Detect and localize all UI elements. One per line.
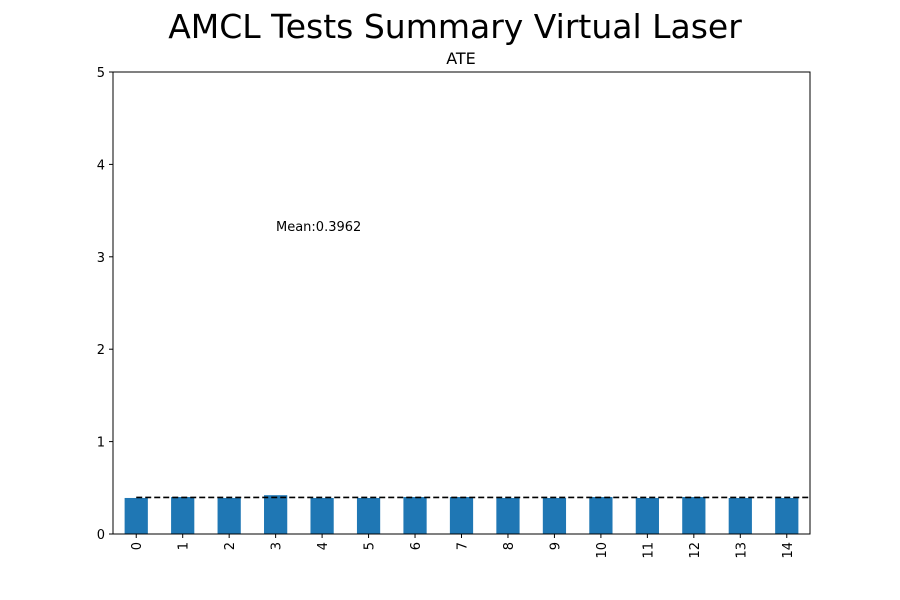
y-tick-label: 4 [97,158,105,173]
bar-14 [775,497,799,534]
x-tick-label: 4 [316,542,331,550]
x-tick-label: 0 [130,542,145,550]
x-tick-label: 14 [781,542,796,559]
bar-11 [635,497,659,534]
y-tick-label: 1 [97,436,105,451]
bar-1 [171,497,195,534]
x-tick-label: 12 [688,542,703,559]
mean-annotation: Mean:0.3962 [276,220,361,235]
x-tick-label: 3 [270,542,285,550]
x-tick-label: 5 [363,542,378,550]
x-tick-label: 2 [223,542,238,550]
x-tick-label: 10 [595,542,610,559]
bar-6 [403,497,427,534]
x-tick-label: 1 [177,542,192,550]
bar-4 [310,497,334,534]
bar-9 [542,497,567,534]
chart-suptitle: AMCL Tests Summary Virtual Laser [168,7,742,46]
y-tick-label: 3 [97,251,105,266]
bar-12 [682,497,706,534]
bar-7 [449,497,474,534]
x-tick-label: 9 [548,542,563,550]
x-tick-label: 6 [409,542,424,550]
plot-frame [112,71,811,535]
bar-5 [356,497,381,534]
x-tick-label: 7 [456,542,471,550]
bar-0 [124,497,148,534]
x-tick-label: 11 [641,542,656,559]
bar-10 [589,497,613,534]
x-tick-label: 13 [734,542,749,559]
bar-3 [264,495,288,534]
y-axis: 0 1 2 3 4 5 [97,66,113,543]
chart-title: ATE [446,49,476,68]
x-tick-label: 8 [502,542,517,550]
y-tick-label: 2 [97,343,105,358]
bar-8 [496,497,520,534]
bar-2 [217,497,241,534]
y-tick-label: 0 [97,528,105,543]
y-tick-label: 5 [97,66,105,81]
bar-13 [728,497,752,534]
bars-layer [124,495,799,534]
x-axis: 0 1 2 3 4 5 6 7 8 9 10 11 12 13 14 [130,534,796,559]
